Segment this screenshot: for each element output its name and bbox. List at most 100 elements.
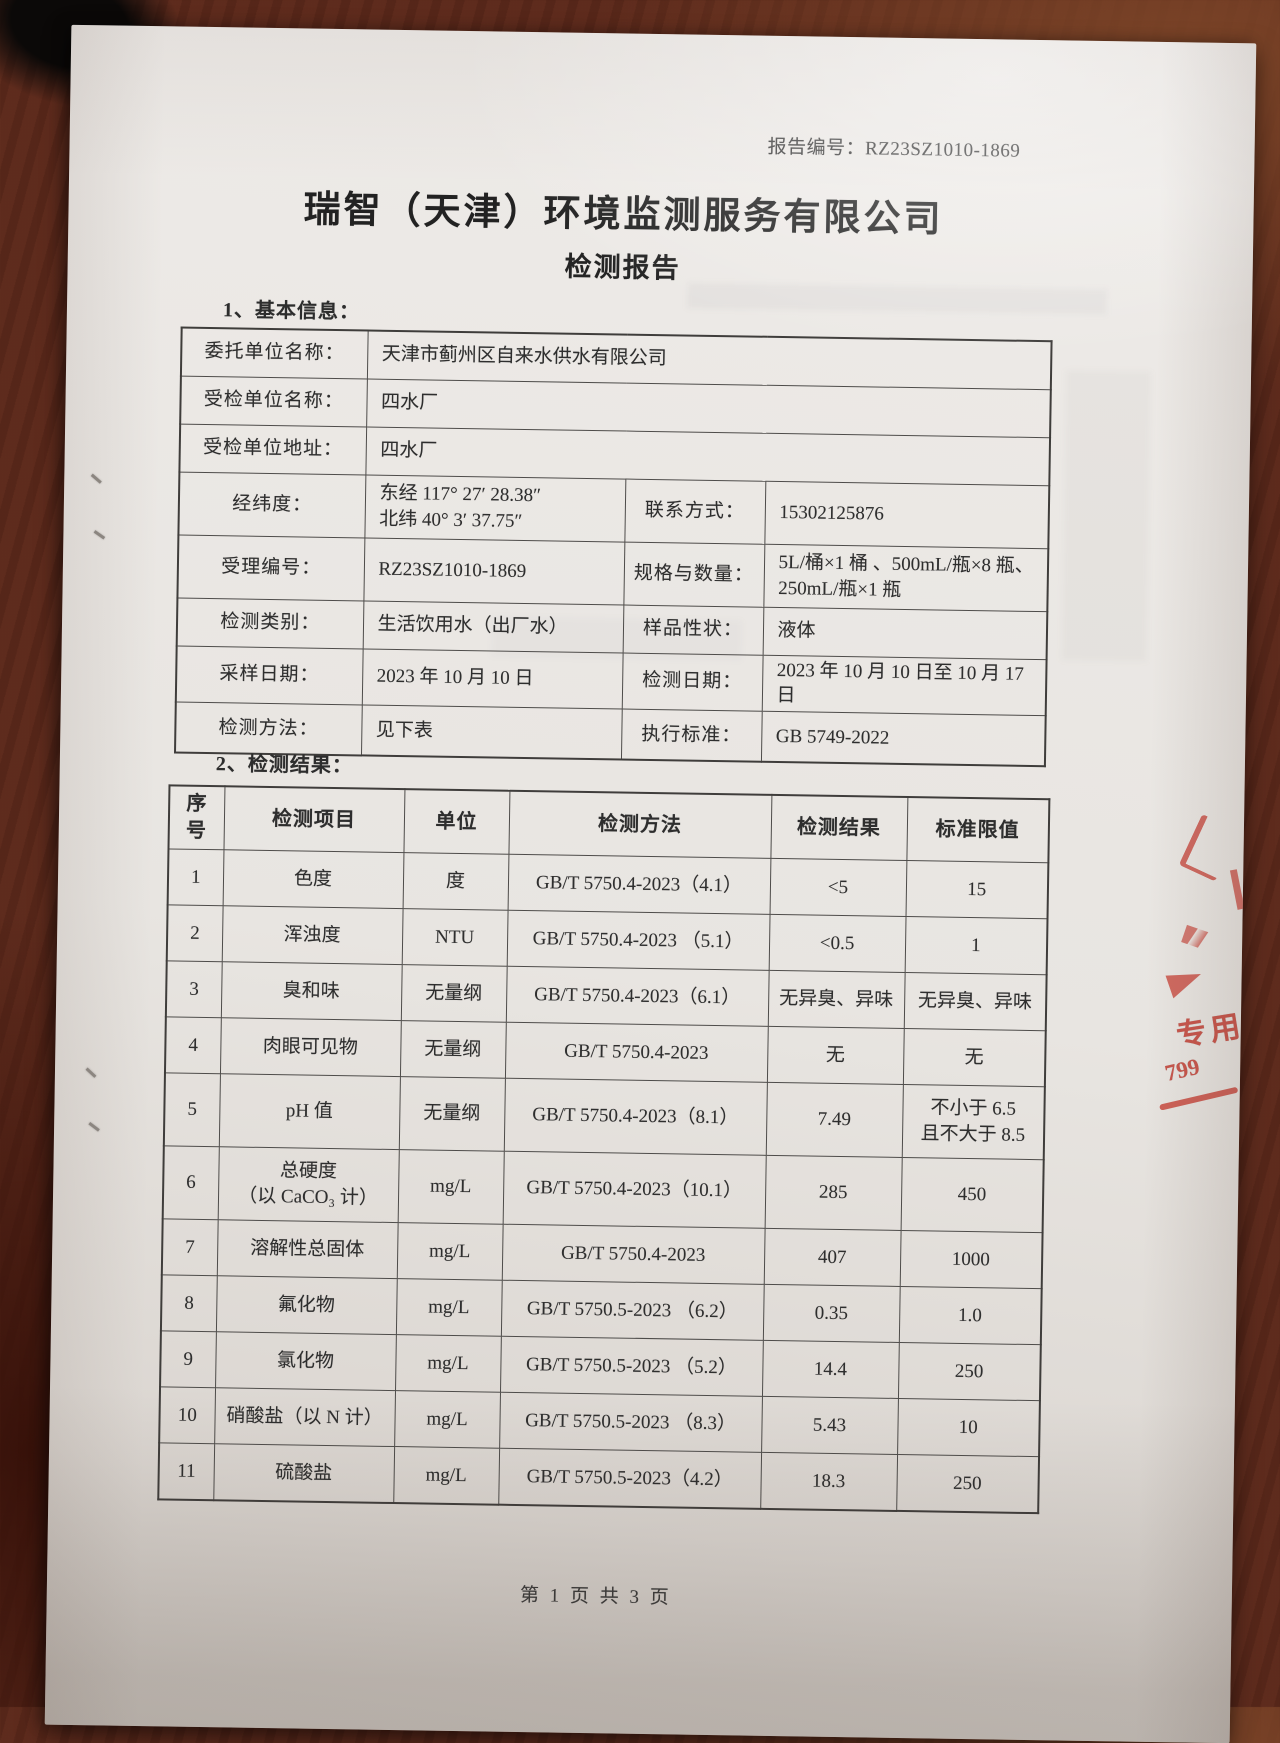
staple-mark xyxy=(88,1121,100,1132)
method-cell: GB/T 5750.4-2023 xyxy=(504,1022,768,1083)
item-cell: 肉眼可见物 xyxy=(219,1017,401,1077)
limit-cell: 不小于 6.5 且不大于 8.5 xyxy=(901,1084,1045,1160)
unit-cell: mg/L xyxy=(396,1222,503,1281)
item-cell: 氟化物 xyxy=(215,1275,397,1335)
results-header-cell: 标准限值 xyxy=(906,797,1050,863)
seq-cell: 3 xyxy=(165,960,222,1018)
method-cell: GB/T 5750.5-2023 （8.3） xyxy=(499,1392,762,1453)
info-value-cell: GB 5749-2022 xyxy=(760,711,1046,767)
seq-cell: 11 xyxy=(158,1442,215,1501)
item-cell: 氯化物 xyxy=(215,1331,396,1391)
limit-cell: 无异臭、异味 xyxy=(903,972,1047,1031)
section-1-heading: 1、基本信息： xyxy=(222,299,361,324)
result-cell: 14.4 xyxy=(761,1340,899,1399)
stamp-underline xyxy=(1159,1086,1239,1111)
item-cell: 溶解性总固体 xyxy=(216,1219,398,1279)
results-header-cell: 序号 xyxy=(168,785,225,850)
seq-cell: 1 xyxy=(167,848,224,906)
info-value-cell: 液体 xyxy=(762,606,1048,660)
staple-mark xyxy=(90,473,102,484)
limit-cell: 1 xyxy=(904,916,1048,975)
unit-cell: mg/L xyxy=(397,1149,504,1225)
limit-cell: 250 xyxy=(897,1342,1041,1401)
report-number-value: RZ23SZ1010-1869 xyxy=(864,138,1021,162)
seq-cell: 5 xyxy=(163,1072,220,1147)
table-row: 5 pH 值 无量纲 GB/T 5750.4-2023（8.1） 7.49 不小… xyxy=(163,1072,1045,1160)
result-cell: 无异臭、异味 xyxy=(767,970,905,1029)
results-header-cell: 检测项目 xyxy=(223,786,405,853)
result-cell: 407 xyxy=(763,1228,901,1287)
method-cell: GB/T 5750.4-2023（6.1） xyxy=(505,966,769,1027)
info-label-cell: 样品性状： xyxy=(622,604,764,655)
seq-cell: 9 xyxy=(160,1330,216,1388)
item-cell: 硫酸盐 xyxy=(213,1443,395,1504)
method-cell: GB/T 5750.4-2023 （5.1） xyxy=(506,910,770,971)
page-indicator: 第 1 页 共 3 页 xyxy=(519,1585,672,1609)
seq-cell: 8 xyxy=(160,1274,217,1332)
unit-cell: mg/L xyxy=(394,1390,500,1449)
red-seam-stamp: 专用 799 xyxy=(1152,807,1247,1128)
method-cell: GB/T 5750.4-2023 xyxy=(501,1224,765,1285)
doc-title: 检测报告 xyxy=(564,251,681,284)
limit-cell: 15 xyxy=(905,860,1049,919)
result-cell: 285 xyxy=(764,1155,902,1231)
seq-cell: 10 xyxy=(159,1386,216,1444)
stamp-stroke xyxy=(1204,869,1245,915)
method-cell: GB/T 5750.5-2023 （5.2） xyxy=(499,1336,763,1397)
method-cell: GB/T 5750.4-2023（10.1） xyxy=(502,1151,766,1229)
basic-info-table: 委托单位名称： 天津市蓟州区自来水供水有限公司 受检单位名称： 四水厂 受检单位… xyxy=(173,326,1053,768)
item-cell: 总硬度 （以 CaCO₃ 计） xyxy=(217,1146,399,1223)
results-header-cell: 检测方法 xyxy=(508,790,772,859)
seq-cell: 7 xyxy=(161,1218,218,1276)
info-label-cell: 执行标准： xyxy=(620,708,762,763)
item-cell: 臭和味 xyxy=(220,961,402,1021)
stamp-stroke xyxy=(1181,924,1218,953)
unit-cell: mg/L xyxy=(395,1334,501,1393)
unit-cell: mg/L xyxy=(393,1446,500,1505)
info-value-cell: 见下表 xyxy=(360,704,622,760)
limit-cell: 10 xyxy=(897,1398,1040,1457)
item-cell: 色度 xyxy=(222,849,404,909)
info-value-cell: 5L/桶×1 桶 、500mL/瓶×8 瓶、 250mL/瓶×1 瓶 xyxy=(763,543,1049,612)
info-label-cell: 检测类别： xyxy=(176,597,364,649)
unit-cell: 无量纲 xyxy=(399,1020,506,1079)
info-label-cell: 经纬度： xyxy=(178,471,366,538)
result-cell: 无 xyxy=(766,1026,904,1085)
info-label-cell: 采样日期： xyxy=(175,645,363,705)
section-2-heading: 2、检测结果： xyxy=(215,753,353,778)
info-label-cell: 检测日期： xyxy=(621,652,763,712)
method-cell: GB/T 5750.4-2023（8.1） xyxy=(503,1078,767,1156)
info-label-cell: 联系方式： xyxy=(624,478,766,544)
info-label-cell: 规格与数量： xyxy=(623,541,765,607)
limit-cell: 450 xyxy=(900,1157,1044,1233)
method-cell: GB/T 5750.5-2023 （6.2） xyxy=(500,1280,764,1341)
unit-cell: 无量纲 xyxy=(398,1076,505,1152)
limit-cell: 1000 xyxy=(899,1230,1043,1289)
result-cell: 5.43 xyxy=(761,1396,898,1455)
info-value-cell: 2023 年 10 月 10 日 xyxy=(361,648,623,709)
info-label-cell: 受检单位名称： xyxy=(180,375,367,427)
item-cell: 浑浊度 xyxy=(221,905,403,965)
info-label-cell: 受检单位地址： xyxy=(179,423,367,475)
method-cell: GB/T 5750.5-2023（4.2） xyxy=(498,1448,762,1509)
result-cell: <5 xyxy=(769,858,907,917)
result-cell: 7.49 xyxy=(765,1082,903,1158)
seq-cell: 6 xyxy=(162,1145,219,1220)
seq-cell: 2 xyxy=(166,904,223,962)
info-label-cell: 委托单位名称： xyxy=(180,327,368,379)
method-cell: GB/T 5750.4-2023（4.1） xyxy=(507,854,771,915)
report-number-label: 报告编号： xyxy=(767,136,866,160)
seq-cell: 4 xyxy=(164,1016,221,1074)
stamp-number-fragment: 799 xyxy=(1162,1053,1202,1086)
result-cell: 0.35 xyxy=(762,1284,900,1343)
info-value-cell: 2023 年 10 月 10 日至 10 月 17 日 xyxy=(761,654,1047,716)
limit-cell: 250 xyxy=(896,1454,1040,1514)
staple-mark xyxy=(93,530,106,540)
unit-cell: 无量纲 xyxy=(400,964,507,1023)
limit-cell: 1.0 xyxy=(898,1286,1042,1345)
result-cell: 18.3 xyxy=(760,1452,898,1511)
unit-cell: NTU xyxy=(401,908,508,967)
table-row: 6 总硬度 （以 CaCO₃ 计） mg/L GB/T 5750.4-2023（… xyxy=(162,1145,1044,1233)
stamp-text-fragment: 专用 xyxy=(1174,1009,1247,1053)
item-cell: 硝酸盐（以 N 计） xyxy=(214,1387,396,1447)
